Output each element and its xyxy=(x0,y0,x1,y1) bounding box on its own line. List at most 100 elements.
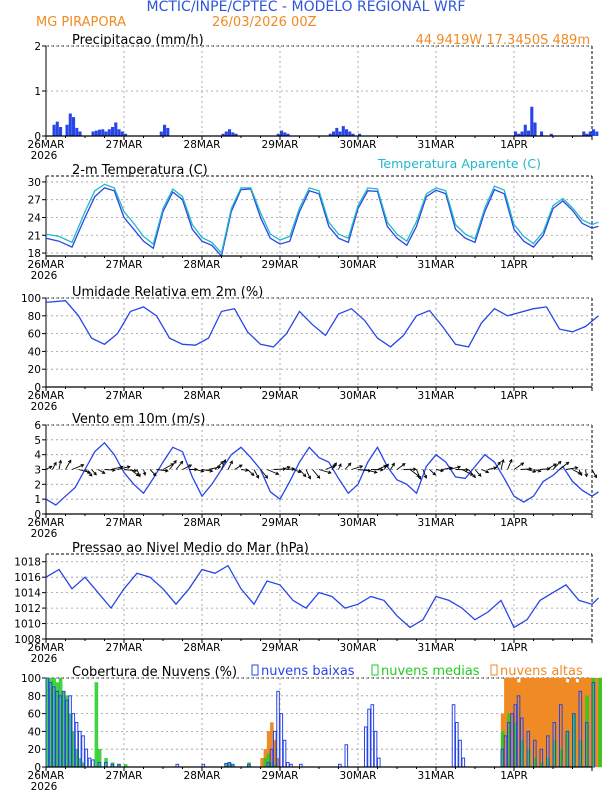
precip-bar xyxy=(72,117,76,136)
wind-arrow xyxy=(468,469,476,478)
precip-bar xyxy=(530,106,534,136)
wind-arrow xyxy=(273,468,286,470)
wind-arrow-head xyxy=(565,461,570,466)
precip-bar xyxy=(332,131,336,136)
wind-arrow xyxy=(500,459,504,470)
precip-bar xyxy=(101,129,105,136)
precip-bar xyxy=(124,133,128,136)
wind-arrow xyxy=(65,460,72,470)
precip-bar xyxy=(224,131,228,136)
x-tick-label: 29MAR xyxy=(262,390,299,402)
wind-arrow-head xyxy=(423,475,428,479)
precip-bar xyxy=(231,132,235,136)
wind-arrow-head xyxy=(133,468,138,473)
wind-arrow xyxy=(507,459,513,470)
precip-bar xyxy=(280,130,284,136)
wind-arrow-head xyxy=(282,467,287,471)
wind-arrow xyxy=(182,464,192,470)
precip-bar xyxy=(75,127,79,136)
precip-bar xyxy=(338,131,342,136)
wind-arrow-head xyxy=(255,475,260,479)
precip-bar xyxy=(527,130,531,136)
x-tick-label: 31MAR xyxy=(418,390,455,402)
wind-arrow xyxy=(247,469,255,476)
panel-title: Vento em 10m (m/s) xyxy=(72,412,205,427)
precip-bar xyxy=(286,133,290,136)
wind-arrow xyxy=(143,469,146,476)
wind-arrow-head xyxy=(578,472,583,477)
wind-arrow-head xyxy=(537,468,542,473)
wind-arrow xyxy=(390,463,395,470)
legend-nuvens-baixas: nuvens baixas xyxy=(261,664,355,679)
plot-area xyxy=(45,183,599,258)
x-tick-label: 27MAR xyxy=(106,517,143,529)
wind-arrow-head xyxy=(501,458,505,463)
wind-arrow-head xyxy=(238,464,243,468)
y-tick-label: 3 xyxy=(34,465,41,477)
wind-arrow xyxy=(136,469,141,477)
y-tick-label: 27 xyxy=(28,195,41,207)
precip-bar xyxy=(540,131,544,136)
cloud-bar-baixas xyxy=(373,730,378,768)
x-year-label: 2026 xyxy=(31,270,58,282)
wind-arrow-head xyxy=(380,467,384,472)
wind-arrow-head xyxy=(385,463,389,468)
wind-arrow-head xyxy=(229,460,233,465)
wind-arrow-head xyxy=(119,465,124,470)
cloud-bar-baixas xyxy=(458,739,462,768)
wind-arrow xyxy=(123,469,137,472)
x-tick-label: 28MAR xyxy=(184,259,221,271)
wind-arrow xyxy=(344,462,352,470)
wind-arrow xyxy=(559,461,569,470)
wind-arrow xyxy=(52,462,57,470)
precip-bar xyxy=(98,129,102,136)
precip-bar xyxy=(228,129,232,136)
precip-bar xyxy=(514,131,518,136)
x-tick-label: 1APR xyxy=(500,390,528,402)
y-tick-label: 21 xyxy=(28,230,41,242)
y-tick-label: 1018 xyxy=(14,557,41,569)
wind-arrow-head xyxy=(373,470,378,474)
wind-arrow-head xyxy=(333,462,337,467)
wind-arrow xyxy=(260,469,268,479)
cloud-bar-baixas xyxy=(276,690,280,768)
precip-bar xyxy=(234,133,238,136)
wind-arrow xyxy=(409,469,420,477)
series-line xyxy=(45,441,599,506)
wind-arrow xyxy=(422,469,427,479)
wind-arrow xyxy=(312,469,320,479)
wind-arrow xyxy=(84,469,93,477)
x-tick-label: 26MAR xyxy=(28,390,65,402)
wind-arrow xyxy=(416,469,421,480)
legend-nuvens-medias: nuvens medias xyxy=(381,664,480,679)
wind-arrow-head xyxy=(200,469,205,473)
series-line xyxy=(45,564,599,629)
wind-arrow xyxy=(585,469,588,477)
wind-arrow xyxy=(526,469,536,473)
x-tick-label: 28MAR xyxy=(184,642,221,654)
precip-bar xyxy=(159,131,163,136)
wind-arrow xyxy=(494,461,501,470)
precip-bar xyxy=(585,133,589,136)
wind-arrow-head xyxy=(584,473,589,478)
cloud-bar-baixas xyxy=(87,757,92,768)
panels-container: 0 1 2 Precipitacao (mm/h) 26MAR 27MAR 28MAR 29M… xyxy=(14,33,602,792)
y-tick-label: 1014 xyxy=(14,588,41,600)
precip-bar xyxy=(166,127,170,136)
wind-arrow-head xyxy=(546,467,551,471)
precip-bar xyxy=(588,131,592,136)
x-tick-label: 29MAR xyxy=(262,517,299,529)
legend-nuvens-altas: nuvens altas xyxy=(500,664,583,679)
wind-arrow-head xyxy=(509,458,513,463)
x-tick-label: 27MAR xyxy=(106,139,143,151)
wind-arrow-head xyxy=(307,475,311,480)
y-tick-label: 1 xyxy=(34,86,41,98)
precip-bar xyxy=(221,133,225,136)
wind-arrow-head xyxy=(275,471,280,476)
precip-bar xyxy=(114,122,118,136)
wind-arrow xyxy=(91,469,97,476)
wind-arrow xyxy=(552,461,562,470)
y-tick-label: 60 xyxy=(28,329,41,341)
cloud-bar-baixas xyxy=(455,722,459,768)
